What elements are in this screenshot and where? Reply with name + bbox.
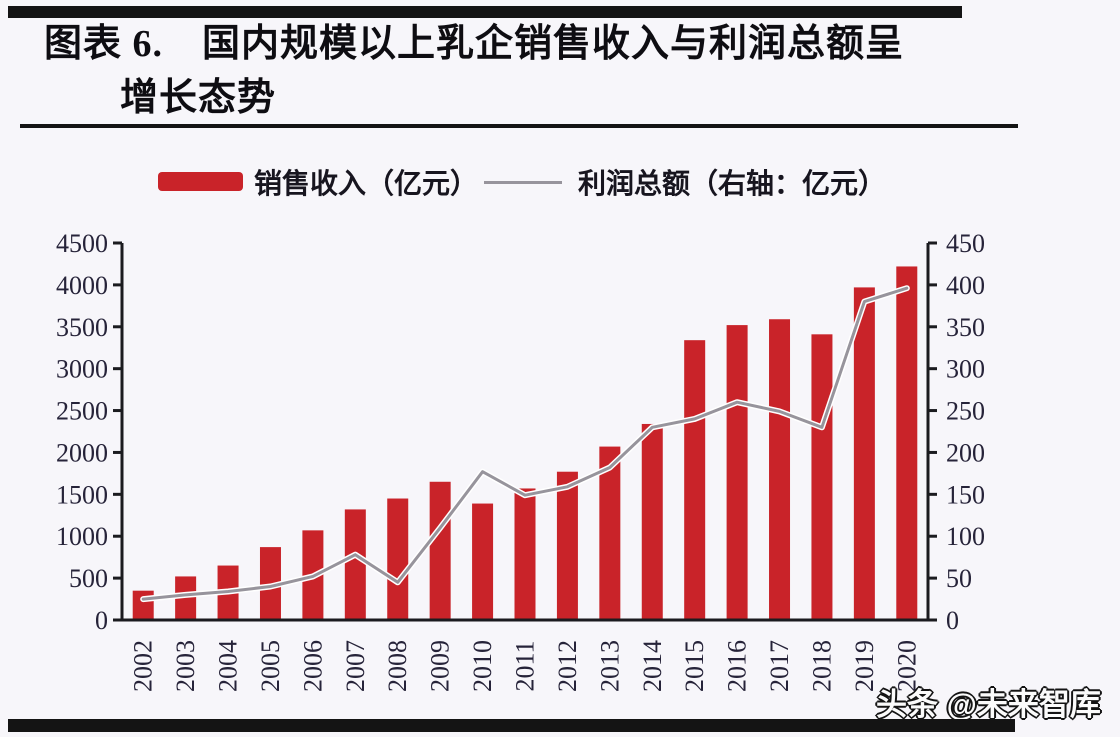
chart-svg: 0 500 1000 1500 2000 2500 3000 3500 4000 4500 0 50 1…	[56, 229, 985, 692]
legend-bar-label: 销售收入（亿元）	[254, 169, 479, 200]
x-axis-label: 2010	[468, 640, 497, 692]
left-axis-label: 4500	[56, 229, 108, 258]
chart-legend: 销售收入（亿元） 利润总额（右轴：亿元）	[0, 160, 1120, 204]
left-axis-label: 500	[69, 564, 108, 593]
bar-2011	[514, 488, 536, 620]
x-axis-label: 2011	[511, 640, 540, 691]
right-axis-label: 200	[946, 438, 985, 467]
x-axis-label: 2008	[383, 640, 412, 692]
right-axis-label: 350	[946, 313, 985, 342]
bar-2014	[641, 423, 663, 620]
bar-2002	[132, 590, 154, 620]
x-axis-label: 2003	[171, 640, 200, 692]
chart-title-line2: 增长态势	[120, 77, 277, 119]
left-axis-label: 0	[95, 606, 108, 635]
x-axis-label: 2007	[341, 640, 370, 692]
right-axis-label: 150	[946, 480, 985, 509]
bar-2013	[599, 446, 621, 620]
bar-2016	[726, 325, 748, 620]
right-axis-label: 400	[946, 271, 985, 300]
legend-line-swatch	[484, 181, 562, 184]
x-axis-label: 2012	[553, 640, 582, 692]
left-axis-label: 3500	[56, 313, 108, 342]
x-axis-label: 2004	[214, 640, 243, 692]
watermark-text: 头条 @未来智库	[876, 687, 1101, 722]
left-axis-label: 3000	[56, 355, 108, 384]
x-axis-label: 2013	[595, 640, 624, 692]
x-axis-label: 2002	[129, 640, 158, 692]
right-axis-label: 300	[946, 355, 985, 384]
left-axis-label: 4000	[56, 271, 108, 300]
legend-bar-swatch	[158, 172, 243, 191]
x-axis-label: 2015	[680, 640, 709, 692]
bar-2020	[896, 266, 918, 620]
bar-2019	[853, 287, 875, 620]
bar-2018	[811, 334, 833, 620]
right-axis-label: 0	[946, 606, 959, 635]
top-divider-bar	[8, 6, 962, 18]
left-axis-label: 1500	[56, 480, 108, 509]
left-axis-label: 1000	[56, 522, 108, 551]
legend-line-label: 利润总额（右轴：亿元）	[578, 169, 887, 200]
bar-2008	[387, 498, 409, 620]
x-axis-label: 2009	[426, 640, 455, 692]
x-axis-label: 2014	[638, 640, 667, 692]
right-axis-label: 250	[946, 397, 985, 426]
x-axis-label: 2018	[807, 640, 836, 692]
right-axis-label: 100	[946, 522, 985, 551]
bar-2003	[175, 576, 197, 620]
right-axis-label: 450	[946, 229, 985, 258]
bar-2009	[429, 481, 451, 620]
profit-line	[141, 286, 909, 601]
x-axis-label: 2020	[892, 640, 921, 692]
bar-2012	[556, 471, 578, 620]
x-axis-label: 2006	[298, 640, 327, 692]
x-axis-label: 2019	[850, 640, 879, 692]
chart-title-line1: 图表 6. 国内规模以上乳企销售收入与利润总额呈	[44, 23, 905, 65]
x-axis-label: 2005	[256, 640, 285, 692]
bar-2007	[344, 509, 366, 620]
right-axis-label: 50	[946, 564, 972, 593]
bar-2015	[684, 340, 706, 620]
left-axis-label: 2000	[56, 438, 108, 467]
x-axis-label: 2016	[723, 640, 752, 692]
x-axis-label: 2017	[765, 640, 794, 692]
title-divider-rule	[20, 124, 1018, 128]
bar-2017	[769, 319, 791, 620]
left-axis-label: 2500	[56, 397, 108, 426]
bottom-divider-bar	[8, 719, 1015, 732]
dual-axis-bar-line-chart: 0 500 1000 1500 2000 2500 3000 3500 4000 4500 0 50 1…	[0, 210, 1120, 732]
bar-2010	[472, 503, 494, 620]
